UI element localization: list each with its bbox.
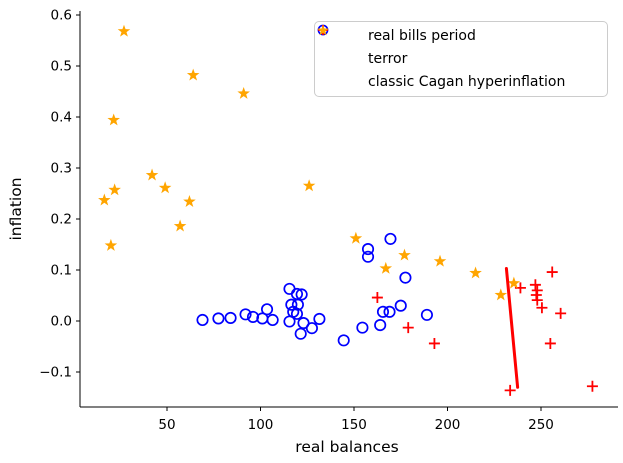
data-point-classic-cagan-hyperinflation — [173, 219, 187, 232]
data-point-terror — [531, 294, 543, 306]
data-point-real-bills-period — [285, 298, 298, 311]
trend-line — [504, 266, 520, 389]
data-point-real-bills-period — [420, 308, 433, 321]
data-point-classic-cagan-hyperinflation — [117, 24, 131, 37]
data-point-real-bills-period — [196, 313, 209, 327]
data-point-classic-cagan-hyperinflation — [186, 68, 200, 81]
x-tick-label: 200 — [435, 417, 461, 433]
plus-marker-icon — [318, 25, 343, 67]
data-point-real-bills-period — [399, 271, 412, 284]
legend-label: real bills period — [368, 27, 476, 44]
data-point-classic-cagan-hyperinflation — [237, 86, 250, 99]
data-point-terror — [546, 266, 558, 278]
data-point-real-bills-period — [383, 305, 396, 318]
x-axis-label: real balances — [295, 438, 399, 456]
data-point-real-bills-period — [356, 321, 369, 334]
data-point-terror — [402, 322, 414, 334]
star-marker-icon — [317, 24, 343, 90]
data-point-classic-cagan-hyperinflation — [379, 261, 393, 274]
data-point-terror — [531, 284, 543, 296]
data-point-real-bills-period — [305, 322, 318, 335]
data-point-classic-cagan-hyperinflation — [108, 183, 121, 196]
data-point-terror — [529, 279, 541, 291]
data-point-real-bills-period — [290, 307, 304, 320]
legend-item-classic-cagan-hyperinflation: classic Cagan hyperinflation — [315, 24, 607, 94]
data-point-classic-cagan-hyperinflation — [469, 266, 482, 279]
y-tick-label: 0.5 — [51, 59, 72, 75]
data-point-real-bills-period — [224, 311, 237, 324]
data-point-terror — [504, 384, 516, 396]
data-point-real-bills-period — [212, 312, 225, 325]
data-point-real-bills-period — [313, 312, 326, 326]
data-point-terror — [428, 337, 440, 349]
data-point-real-bills-period — [239, 308, 252, 321]
data-point-terror — [544, 337, 556, 349]
y-tick-label: 0.4 — [51, 110, 72, 126]
data-point-classic-cagan-hyperinflation — [302, 179, 316, 192]
legend-label: classic Cagan hyperinflation — [368, 74, 566, 91]
data-point-real-bills-period — [361, 243, 375, 256]
y-tick-label: −0.1 — [39, 365, 72, 381]
data-point-real-bills-period — [376, 305, 390, 318]
x-tick-label: 250 — [528, 417, 554, 433]
data-point-real-bills-period — [260, 303, 274, 316]
data-point-classic-cagan-hyperinflation — [104, 238, 118, 251]
data-point-terror — [536, 302, 548, 314]
legend-item-terror: terror — [315, 25, 607, 71]
data-point-real-bills-period — [283, 282, 296, 295]
legend-item-real-bills-period: real bills period — [315, 24, 607, 47]
data-point-real-bills-period — [266, 313, 279, 327]
y-tick-label: 0.0 — [51, 314, 72, 330]
y-tick-label: 0.3 — [51, 161, 72, 177]
data-point-real-bills-period — [374, 319, 387, 332]
data-point-classic-cagan-hyperinflation — [494, 288, 508, 301]
data-point-real-bills-period — [361, 250, 375, 263]
data-point-classic-cagan-hyperinflation — [145, 168, 159, 181]
data-point-real-bills-period — [295, 288, 308, 301]
y-axis-label: inflation — [7, 177, 25, 241]
data-point-classic-cagan-hyperinflation — [158, 181, 172, 194]
data-point-classic-cagan-hyperinflation — [349, 231, 363, 244]
y-tick-label: 0.6 — [51, 8, 72, 24]
data-point-real-bills-period — [294, 327, 307, 340]
data-point-real-bills-period — [394, 299, 407, 312]
x-tick-label: 50 — [158, 417, 175, 433]
data-point-classic-cagan-hyperinflation — [433, 254, 447, 267]
x-tick-label: 100 — [248, 417, 274, 433]
y-tick-label: 0.2 — [51, 212, 72, 228]
data-point-terror — [555, 307, 567, 319]
legend-marker-glyph — [317, 24, 329, 36]
data-point-real-bills-period — [384, 232, 397, 245]
x-tick-label: 150 — [341, 417, 367, 433]
data-point-terror — [371, 292, 383, 304]
data-point-terror — [514, 282, 526, 294]
data-point-classic-cagan-hyperinflation — [398, 248, 411, 261]
data-point-classic-cagan-hyperinflation — [507, 276, 521, 289]
data-point-terror — [586, 380, 598, 392]
data-point-terror — [530, 289, 542, 301]
legend: real bills period terror classic Cagan h… — [314, 21, 608, 97]
data-point-classic-cagan-hyperinflation — [107, 113, 120, 126]
y-tick-label: 0.1 — [51, 263, 72, 279]
data-point-real-bills-period — [283, 315, 296, 328]
data-point-real-bills-period — [337, 334, 350, 347]
data-point-classic-cagan-hyperinflation — [183, 195, 196, 207]
data-point-classic-cagan-hyperinflation — [98, 193, 111, 206]
legend-label: terror — [368, 51, 408, 67]
